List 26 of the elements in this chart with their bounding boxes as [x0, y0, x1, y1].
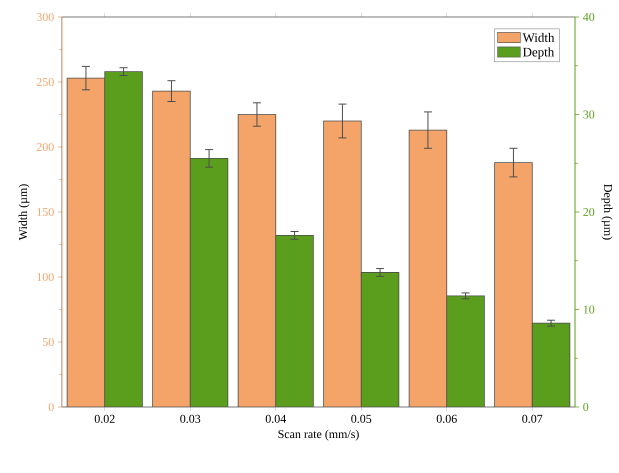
y-tick-label: 300	[36, 12, 54, 22]
x-tick-label: 0.03	[180, 414, 200, 423]
y-tick-label: 200	[36, 142, 54, 152]
y2-axis-title: Depth (µm)	[602, 184, 612, 240]
y-tick-label: 150	[37, 208, 54, 216]
y-tick-label: 250	[36, 78, 54, 86]
x-tick-label: 0.04	[266, 414, 286, 423]
legend-label: Width	[522, 32, 554, 42]
y2-tick-label: 10	[584, 305, 594, 314]
y-tick-label: 50	[42, 338, 54, 346]
y-tick-label: 100	[37, 272, 54, 282]
y2-tick-label: 20	[583, 208, 594, 216]
bar	[324, 120, 362, 407]
y-axis-title: Width (µm)	[18, 184, 30, 240]
y2-tick-label: 30	[583, 110, 594, 119]
bar	[494, 162, 533, 407]
x-tick-label: 0.02	[94, 414, 115, 423]
y-tick-label: 0	[48, 402, 54, 412]
x-tick-label: 0.05	[351, 414, 372, 423]
y2-tick-label: 40	[583, 12, 594, 22]
x-tick-label: 0.07	[522, 414, 542, 423]
x-axis-title: Scan rate (mm/s)	[278, 430, 359, 441]
y2-tick-label: 0	[583, 402, 588, 412]
legend-label: Depth	[522, 47, 554, 60]
x-tick-label: 0.06	[436, 414, 457, 423]
bar	[409, 130, 447, 407]
